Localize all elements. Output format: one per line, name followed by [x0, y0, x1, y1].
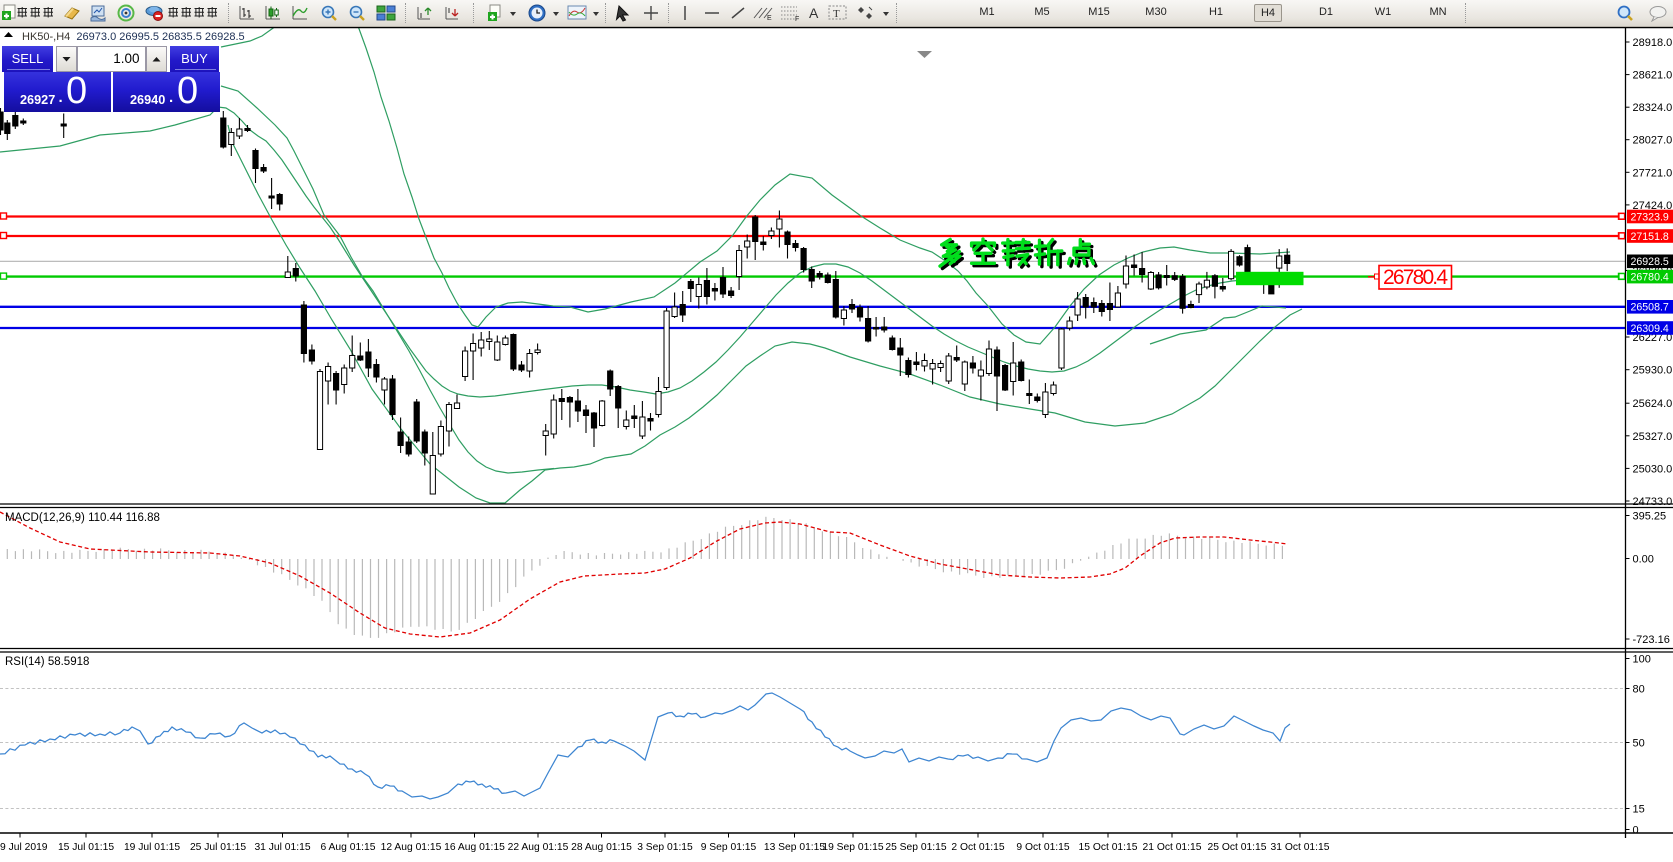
- svg-text:26309.4: 26309.4: [1631, 323, 1669, 335]
- svg-text:15 Oct 01:15: 15 Oct 01:15: [1079, 842, 1138, 853]
- svg-text:27721.0: 27721.0: [1633, 167, 1673, 179]
- svg-text:A: A: [809, 5, 819, 21]
- svg-text:9 Oct 01:15: 9 Oct 01:15: [1016, 842, 1070, 853]
- svg-text:19 Jul 01:15: 19 Jul 01:15: [124, 842, 180, 853]
- svg-text:RSI(14) 58.5918: RSI(14) 58.5918: [5, 656, 89, 668]
- svg-text:26928.5: 26928.5: [1631, 256, 1669, 268]
- svg-text:26508.7: 26508.7: [1631, 302, 1669, 314]
- svg-text:25624.0: 25624.0: [1633, 398, 1673, 410]
- svg-text:25 Jul 01:15: 25 Jul 01:15: [190, 842, 246, 853]
- svg-text:50: 50: [1633, 738, 1645, 750]
- svg-text:12 Aug 01:15: 12 Aug 01:15: [381, 842, 442, 853]
- svg-text:28027.0: 28027.0: [1633, 135, 1673, 147]
- svg-text:E: E: [767, 15, 772, 22]
- svg-text:80: 80: [1633, 684, 1645, 696]
- svg-text:26780.4: 26780.4: [1631, 272, 1669, 284]
- svg-text:100: 100: [1633, 654, 1651, 666]
- svg-text:25930.0: 25930.0: [1633, 365, 1673, 377]
- svg-text:25 Oct 01:15: 25 Oct 01:15: [1208, 842, 1267, 853]
- svg-text:6 Aug 01:15: 6 Aug 01:15: [321, 842, 376, 853]
- svg-text:24733.0: 24733.0: [1633, 496, 1673, 508]
- svg-text:MACD(12,26,9) 110.44 116.88: MACD(12,26,9) 110.44 116.88: [5, 512, 160, 524]
- svg-text:27151.8: 27151.8: [1631, 231, 1669, 243]
- svg-text:27323.9: 27323.9: [1631, 211, 1669, 223]
- svg-text:T: T: [833, 8, 840, 20]
- svg-text:-723.16: -723.16: [1633, 634, 1670, 646]
- svg-text:28 Aug 01:15: 28 Aug 01:15: [571, 842, 632, 853]
- svg-text:0: 0: [1633, 825, 1639, 837]
- svg-text:26780.4: 26780.4: [1383, 266, 1448, 289]
- svg-text:395.25: 395.25: [1633, 511, 1667, 523]
- svg-text:28621.0: 28621.0: [1633, 70, 1673, 82]
- svg-text:28324.0: 28324.0: [1633, 102, 1673, 114]
- svg-text:26227.0: 26227.0: [1633, 332, 1673, 344]
- svg-text:13 Sep 01:15: 13 Sep 01:15: [764, 842, 826, 853]
- svg-text:0.00: 0.00: [1633, 554, 1654, 566]
- svg-text:3 Sep 01:15: 3 Sep 01:15: [637, 842, 693, 853]
- svg-text:21 Oct 01:15: 21 Oct 01:15: [1143, 842, 1202, 853]
- svg-text:25327.0: 25327.0: [1633, 431, 1673, 443]
- svg-text:22 Aug 01:15: 22 Aug 01:15: [508, 842, 569, 853]
- svg-text:31 Jul 01:15: 31 Jul 01:15: [254, 842, 310, 853]
- svg-text:9 Jul 2019: 9 Jul 2019: [0, 842, 48, 853]
- svg-text:27424.0: 27424.0: [1633, 200, 1673, 212]
- svg-text:31 Oct 01:15: 31 Oct 01:15: [1271, 842, 1330, 853]
- svg-text:15 Jul 01:15: 15 Jul 01:15: [58, 842, 114, 853]
- svg-text:F: F: [795, 16, 799, 22]
- svg-text:28918.0: 28918.0: [1633, 37, 1673, 49]
- svg-text:25030.0: 25030.0: [1633, 463, 1673, 475]
- svg-text:16 Aug 01:15: 16 Aug 01:15: [444, 842, 505, 853]
- svg-text:HK50-,H4 26973.0 26995.5 2683: HK50-,H4 26973.0 26995.5 26835.5 26928.5: [22, 31, 245, 43]
- svg-text:15: 15: [1633, 804, 1645, 816]
- svg-text:9 Sep 01:15: 9 Sep 01:15: [701, 842, 757, 853]
- svg-text:19 Sep 01:15: 19 Sep 01:15: [822, 842, 884, 853]
- svg-text:2 Oct 01:15: 2 Oct 01:15: [951, 842, 1005, 853]
- svg-text:25 Sep 01:15: 25 Sep 01:15: [885, 842, 947, 853]
